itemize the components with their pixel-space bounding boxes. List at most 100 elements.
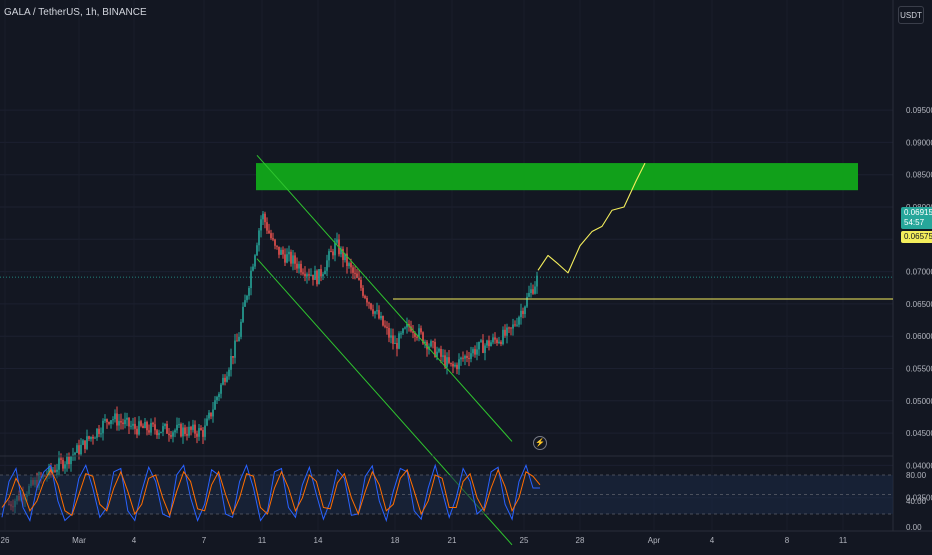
- candle-body: [440, 348, 442, 357]
- candle-body: [144, 422, 146, 429]
- candle-body: [62, 459, 64, 469]
- candle-body: [504, 329, 506, 336]
- candle-body: [410, 326, 412, 332]
- x-tick-label: 4: [132, 536, 137, 545]
- candle-body: [218, 393, 220, 398]
- x-tick-label: 28: [576, 536, 585, 545]
- candle-body: [244, 300, 246, 307]
- candle-body: [510, 327, 512, 329]
- candle-body: [126, 417, 128, 420]
- candle-body: [204, 425, 206, 437]
- candle-body: [330, 251, 332, 253]
- candle-body: [356, 273, 358, 278]
- candle-body: [380, 315, 382, 319]
- channel-upper-line: [256, 154, 513, 442]
- candle-body: [206, 418, 208, 426]
- candle-body: [324, 270, 326, 275]
- candle-body: [496, 339, 498, 344]
- candle-body: [208, 412, 210, 419]
- candle-body: [314, 270, 316, 280]
- candle-body: [268, 230, 270, 234]
- candle-body: [70, 456, 72, 465]
- rsi-tick-label: 0.00: [906, 523, 922, 532]
- candle-body: [100, 433, 102, 435]
- lightning-icon[interactable]: ⚡: [533, 436, 547, 450]
- y-tick-label: 0.03500: [906, 494, 932, 503]
- candle-body: [368, 302, 370, 304]
- candle-body: [164, 423, 166, 427]
- candle-body: [454, 364, 456, 367]
- candle-body: [160, 431, 162, 433]
- candle-body: [464, 355, 466, 359]
- candle-body: [374, 311, 376, 314]
- candle-body: [222, 377, 224, 385]
- candle-body: [256, 245, 258, 256]
- candle-body: [56, 469, 58, 472]
- last-price-value: 0.06915: [904, 208, 932, 217]
- candle-body: [84, 440, 86, 449]
- candle-body: [242, 306, 244, 322]
- candle-body: [246, 295, 248, 301]
- candle-body: [468, 357, 470, 359]
- x-tick-label: 8: [785, 536, 790, 545]
- candle-body: [162, 426, 164, 432]
- candle-body: [76, 445, 78, 453]
- candle-body: [520, 310, 522, 318]
- candle-body: [152, 423, 154, 425]
- candle-body: [346, 253, 348, 267]
- x-tick-label: 11: [258, 536, 267, 545]
- candle-body: [86, 436, 88, 449]
- candle-body: [344, 253, 346, 261]
- candle-body: [64, 464, 66, 469]
- candle-body: [378, 310, 380, 319]
- candle-body: [422, 332, 424, 344]
- candle-body: [420, 328, 422, 333]
- candle-body: [190, 426, 192, 430]
- candle-body: [94, 437, 96, 439]
- candle-body: [530, 289, 532, 294]
- candle-body: [228, 369, 230, 377]
- x-tick-label: 14: [314, 536, 323, 545]
- candle-body: [402, 328, 404, 334]
- candle-body: [140, 421, 142, 426]
- candle-body: [334, 242, 336, 256]
- currency-button[interactable]: USDT: [898, 6, 924, 24]
- candle-body: [478, 341, 480, 350]
- candle-body: [130, 425, 132, 427]
- candle-body: [480, 340, 482, 342]
- candle-body: [442, 355, 444, 357]
- candle-body: [182, 427, 184, 437]
- candle-body: [58, 458, 60, 470]
- candle-body: [250, 270, 252, 288]
- candle-body: [272, 238, 274, 240]
- candle-body: [350, 263, 352, 268]
- candle-body: [534, 286, 536, 294]
- candle-body: [78, 445, 80, 455]
- candle-body: [472, 349, 474, 354]
- candle-body: [288, 251, 290, 255]
- candle-body: [66, 455, 68, 465]
- candle-body: [174, 430, 176, 433]
- candle-body: [332, 251, 334, 256]
- candle-body: [452, 363, 454, 367]
- candle-body: [536, 275, 538, 287]
- candle-body: [118, 421, 120, 426]
- candles: [8, 210, 538, 514]
- candle-body: [172, 432, 174, 437]
- candle-body: [232, 356, 234, 358]
- candle-body: [132, 423, 134, 426]
- candle-body: [104, 419, 106, 421]
- candle-body: [200, 428, 202, 431]
- candle-body: [92, 436, 94, 439]
- candle-body: [488, 340, 490, 347]
- candle-body: [284, 254, 286, 263]
- candle-body: [170, 435, 172, 437]
- candle-body: [116, 413, 118, 426]
